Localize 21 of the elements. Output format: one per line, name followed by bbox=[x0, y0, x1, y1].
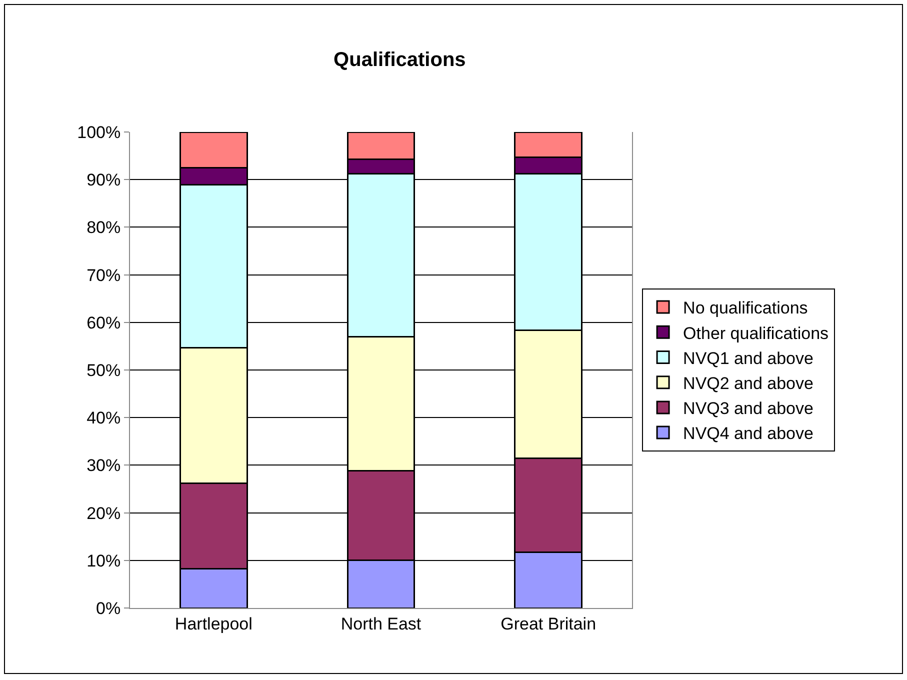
legend-label: NVQ2 and above bbox=[683, 374, 814, 393]
legend-label: NVQ3 and above bbox=[683, 399, 814, 418]
y-tick-label: 0% bbox=[96, 598, 121, 618]
y-tick-label: 20% bbox=[86, 504, 121, 523]
y-tick-label: 50% bbox=[86, 360, 121, 380]
y-tick-label: 100% bbox=[77, 122, 121, 142]
y-tick-label: 90% bbox=[86, 170, 121, 190]
legend-label: No qualifications bbox=[683, 298, 808, 318]
y-tick-label: 40% bbox=[86, 408, 121, 428]
y-tick-label: 70% bbox=[86, 266, 121, 285]
legend-label: Other qualifications bbox=[683, 324, 829, 343]
x-tick-label: North East bbox=[340, 614, 422, 634]
legend-label: NVQ1 and above bbox=[683, 348, 814, 368]
chart-title: Qualifications bbox=[334, 48, 466, 71]
x-tick-label: Great Britain bbox=[500, 614, 596, 634]
y-tick-label: 60% bbox=[86, 313, 121, 332]
y-tick-label: 30% bbox=[86, 456, 121, 476]
x-tick-label: Hartlepool bbox=[174, 614, 252, 634]
y-tick-label: 80% bbox=[86, 218, 121, 238]
y-tick-label: 10% bbox=[86, 551, 121, 570]
legend-label: NVQ4 and above bbox=[683, 424, 814, 444]
